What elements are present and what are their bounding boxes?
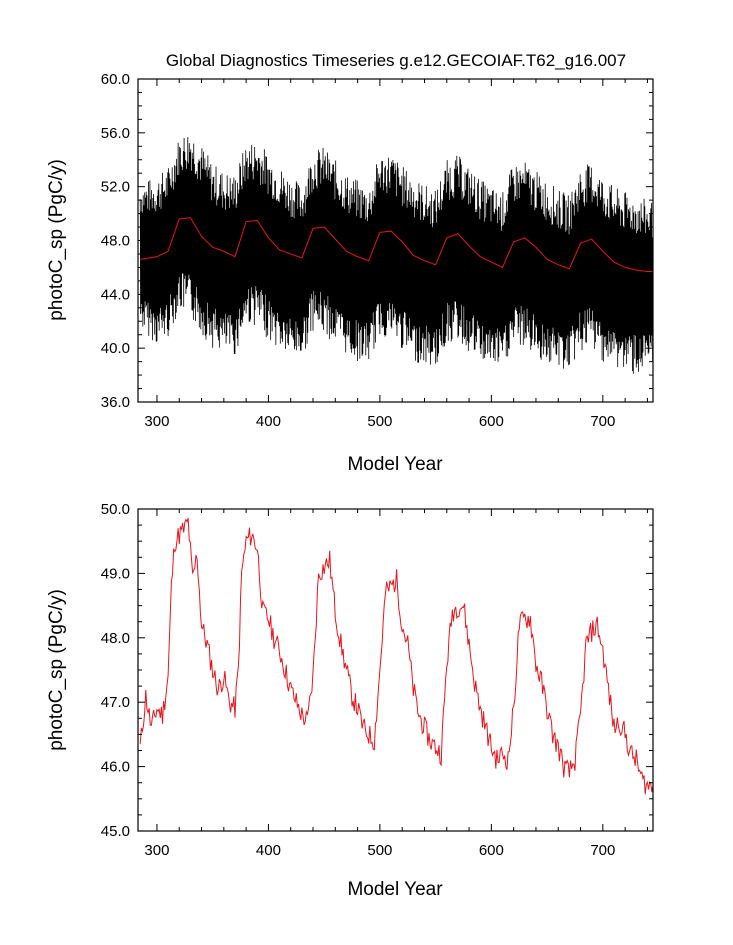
bottom-axes: 45.0 46.0 47.0 48.0 49.0 50.0 300 400 500 600 700 <box>101 501 653 859</box>
top-axes: 36.0 40.0 44.0 48.0 52.0 56.0 60.0 300 400 500 600… <box>101 71 653 430</box>
top-panel: 36.0 40.0 44.0 48.0 52.0 56.0 60.0 300 400 500 600… <box>46 71 654 475</box>
top-y-tick-label: 48.0 <box>101 233 130 250</box>
top-plot-area <box>139 137 654 374</box>
bottom-x-axis-label: Model Year <box>347 879 443 900</box>
top-y-axis-label: photoC_sp (PgC/y) <box>46 159 67 321</box>
top-y-tick-label: 40.0 <box>101 340 130 357</box>
bottom-x-tick-label: 300 <box>144 842 169 859</box>
bottom-x-tick-label: 700 <box>590 842 615 859</box>
top-x-tick-label: 600 <box>479 413 504 430</box>
bottom-plot-frame <box>137 508 654 832</box>
top-y-tick-label: 36.0 <box>101 394 130 411</box>
bottom-mean-series-line <box>139 517 654 795</box>
bottom-x-tick-label: 600 <box>479 842 504 859</box>
bottom-y-tick-label: 46.0 <box>101 759 130 776</box>
top-mean-series-line <box>140 217 653 272</box>
top-x-tick-label: 700 <box>590 413 615 430</box>
bottom-y-tick-label: 49.0 <box>101 565 130 582</box>
top-y-tick-label: 44.0 <box>101 286 130 303</box>
bottom-x-tick-label: 500 <box>367 842 392 859</box>
top-y-tick-label: 56.0 <box>101 125 130 142</box>
top-y-tick-label: 52.0 <box>101 179 130 196</box>
bottom-y-tick-label: 50.0 <box>101 501 130 518</box>
chart-title: Global Diagnostics Timeseries g.e12.GECO… <box>166 51 626 70</box>
top-raw-series-line <box>139 137 654 374</box>
top-y-tick-label: 60.0 <box>101 71 130 88</box>
bottom-y-axis-label: photoC_sp (PgC/y) <box>46 589 67 751</box>
bottom-y-tick-label: 47.0 <box>101 694 130 711</box>
top-x-axis-label: Model Year <box>347 454 443 475</box>
bottom-y-tick-label: 45.0 <box>101 823 130 840</box>
bottom-plot-area <box>139 517 654 795</box>
top-x-tick-label: 300 <box>144 413 169 430</box>
bottom-y-tick-label: 48.0 <box>101 630 130 647</box>
top-x-tick-label: 400 <box>256 413 281 430</box>
bottom-x-tick-label: 400 <box>256 842 281 859</box>
top-x-tick-label: 500 <box>367 413 392 430</box>
